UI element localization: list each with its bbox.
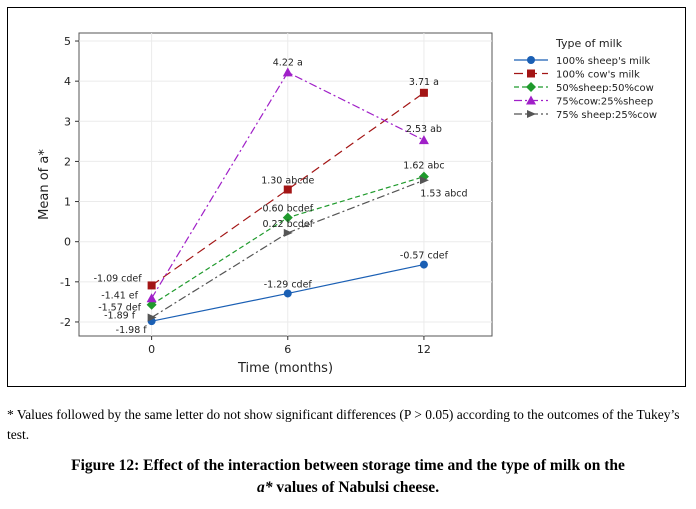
y-tick-label: 2 bbox=[64, 155, 71, 168]
legend-key-marker bbox=[526, 82, 536, 92]
y-tick-label: 3 bbox=[64, 115, 71, 128]
data-label: -1.09 cdef bbox=[94, 273, 143, 284]
series-1 bbox=[147, 88, 428, 290]
caption-line-1: Figure 12: Effect of the interaction bet… bbox=[71, 457, 625, 474]
series-2 bbox=[146, 171, 429, 310]
figure-frame bbox=[7, 7, 686, 387]
x-tick-label: 0 bbox=[148, 343, 155, 356]
data-label: -0.57 cdef bbox=[400, 251, 449, 262]
legend-entry: 50%sheep:50%cow bbox=[556, 83, 654, 94]
data-point bbox=[419, 176, 429, 185]
data-point bbox=[147, 281, 156, 290]
legend-entry: 100% sheep's milk bbox=[556, 56, 650, 67]
data-label: -1.29 cdef bbox=[264, 279, 313, 290]
series-0 bbox=[147, 260, 428, 326]
y-tick-label: 4 bbox=[64, 75, 71, 88]
series-3 bbox=[146, 67, 429, 303]
data-point bbox=[419, 260, 428, 269]
data-point bbox=[419, 88, 428, 97]
data-label: 3.71 a bbox=[409, 77, 439, 88]
data-point bbox=[147, 313, 157, 322]
x-axis-title: Time (months) bbox=[237, 361, 333, 376]
data-point bbox=[283, 228, 293, 237]
data-point bbox=[418, 135, 429, 145]
legend-key-marker bbox=[527, 56, 535, 64]
data-label: -1.57 def bbox=[98, 303, 141, 314]
caption-a-star: a* bbox=[256, 479, 273, 496]
caption-line-2: a* values of Nabulsi cheese. bbox=[0, 477, 696, 499]
y-axis-title: Mean of a* bbox=[37, 149, 52, 220]
data-label: 2.53 ab bbox=[406, 124, 442, 135]
y-tick-label: -1 bbox=[60, 276, 71, 289]
data-label: 0.60 bcdef bbox=[262, 204, 313, 215]
legend-key-marker bbox=[527, 69, 535, 78]
data-label: -1.41 ef bbox=[101, 290, 138, 301]
data-label: 1.62 abc bbox=[403, 161, 444, 172]
y-tick-label: 0 bbox=[64, 236, 71, 249]
legend-key-marker bbox=[526, 95, 536, 105]
legend-title: Type of milk bbox=[555, 37, 623, 50]
data-point bbox=[282, 67, 293, 77]
data-label: 0.22 bcdef bbox=[262, 219, 313, 230]
data-label: -1.98 f bbox=[116, 325, 148, 336]
legend-entry: 75% sheep:25%cow bbox=[556, 110, 657, 121]
legend-entry: 75%cow:25%sheep bbox=[556, 97, 653, 108]
y-tick-label: 5 bbox=[64, 35, 71, 48]
data-point bbox=[283, 289, 292, 298]
x-tick-label: 6 bbox=[284, 343, 291, 356]
series-4 bbox=[147, 176, 429, 322]
legend-entry: 100% cow's milk bbox=[556, 70, 640, 81]
y-tick-label: -2 bbox=[60, 316, 71, 329]
data-label: 1.30 abcde bbox=[261, 176, 314, 187]
data-label: 4.22 a bbox=[273, 57, 303, 68]
y-tick-label: 1 bbox=[64, 196, 71, 209]
caption-line-2-rest: values of Nabulsi cheese. bbox=[272, 479, 440, 496]
x-tick-label: 12 bbox=[417, 343, 431, 356]
data-label: 1.53 abcd bbox=[420, 188, 467, 199]
data-label: -1.89 f bbox=[104, 311, 136, 322]
data-point bbox=[146, 293, 157, 303]
data-point bbox=[282, 212, 293, 223]
footnote: * Values followed by the same letter do … bbox=[7, 407, 680, 442]
data-point bbox=[283, 185, 292, 194]
legend-key-marker bbox=[527, 110, 536, 118]
figure-caption: Figure 12: Effect of the interaction bet… bbox=[0, 455, 696, 499]
